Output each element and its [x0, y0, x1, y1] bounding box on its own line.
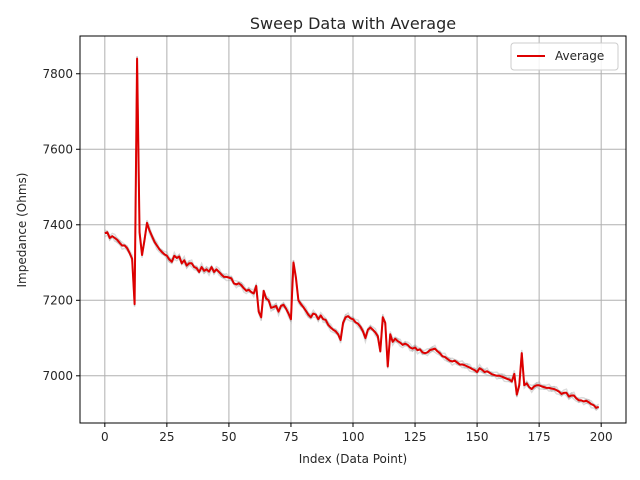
x-tick-label: 200 [590, 430, 613, 444]
series-layer [104, 57, 600, 409]
tick-layer: 0 25 50 75 100 125 150 175 200 7000 7200 7400 7600 78… [42, 67, 612, 444]
x-tick-label: 125 [404, 430, 427, 444]
series-line-average [104, 57, 600, 409]
x-tick-label: 100 [342, 430, 365, 444]
x-tick-label: 75 [283, 430, 298, 444]
legend: Average [510, 42, 619, 71]
x-tick-label: 150 [466, 430, 489, 444]
x-tick-label: 50 [221, 430, 236, 444]
y-tick-label: 7000 [42, 369, 73, 383]
y-tick-label: 7800 [42, 67, 73, 81]
y-tick-label: 7200 [42, 293, 73, 307]
legend-label-average: Average [555, 49, 604, 63]
grid-lines [80, 36, 626, 423]
x-tick-label: 25 [159, 430, 174, 444]
x-tick-label: 175 [528, 430, 551, 444]
y-axis-label: Impedance (Ohms) [15, 173, 29, 288]
legend-box [510, 42, 619, 71]
y-tick-label: 7400 [42, 218, 73, 232]
x-axis-label: Index (Data Point) [299, 452, 407, 466]
y-tick-label: 7600 [42, 142, 73, 156]
x-tick-label: 0 [101, 430, 109, 444]
chart-title: Sweep Data with Average [250, 14, 456, 33]
